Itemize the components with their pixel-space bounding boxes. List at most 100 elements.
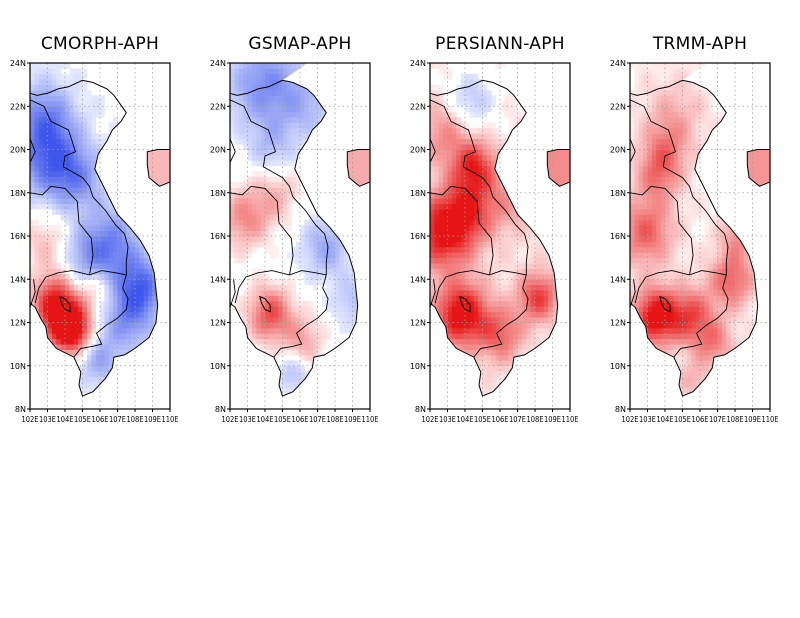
anomaly-cell (86, 360, 92, 367)
anomaly-cell (234, 246, 240, 253)
anomaly-cell (456, 263, 462, 269)
anomaly-cell (478, 154, 483, 161)
anomaly-cell (291, 187, 297, 194)
anomaly-cell (434, 295, 440, 302)
anomaly-cell (473, 246, 479, 253)
anomaly-cell (73, 79, 79, 86)
anomaly-cell (73, 327, 79, 334)
anomaly-cell (291, 311, 297, 318)
anomaly-cell (535, 317, 540, 323)
anomaly-cell (304, 241, 310, 248)
anomaly-cell (321, 273, 327, 280)
anomaly-cell (30, 127, 35, 134)
anomaly-cell (300, 122, 305, 129)
anomaly-cell (82, 306, 88, 313)
anomaly-cell (313, 306, 318, 313)
anomaly-cell (500, 225, 505, 231)
anomaly-cell (56, 268, 62, 275)
anomaly-cell (451, 171, 457, 177)
anomaly-cell (456, 138, 462, 145)
anomaly-cell (500, 257, 505, 264)
anomaly-cell (108, 365, 114, 372)
anomaly-cell (304, 344, 310, 350)
anomaly-cell (82, 365, 88, 372)
anomaly-cell (100, 371, 105, 377)
anomaly-cell (104, 236, 110, 242)
anomaly-cell (234, 236, 240, 242)
lat-tick-label: 20N (10, 146, 26, 155)
anomaly-cell (60, 198, 66, 204)
anomaly-cell (539, 300, 545, 307)
anomaly-cell (139, 273, 145, 280)
anomaly-cell (47, 68, 53, 75)
anomaly-cell (73, 154, 79, 161)
anomaly-cell (430, 106, 435, 113)
anomaly-cell (269, 225, 275, 231)
anomaly-cell (300, 263, 305, 269)
anomaly-cell (34, 268, 40, 275)
anomaly-cell (508, 252, 514, 259)
anomaly-cell (86, 263, 92, 269)
panel-title: PERSIANN-APH (435, 34, 565, 54)
anomaly-cell (278, 381, 283, 388)
anomaly-cell (447, 295, 453, 302)
anomaly-cell (135, 322, 140, 329)
anomaly-cell (117, 333, 123, 340)
anomaly-cell (517, 236, 523, 242)
anomaly-cell (486, 349, 492, 356)
anomaly-cell (148, 273, 153, 280)
anomaly-cell (469, 317, 475, 323)
anomaly-cell (482, 133, 488, 140)
anomaly-cell (139, 263, 145, 269)
anomaly-cell (43, 100, 48, 107)
anomaly-cell (491, 154, 497, 161)
anomaly-cell (539, 246, 545, 253)
anomaly-cell (247, 100, 253, 107)
anomaly-cell (317, 327, 323, 334)
anomaly-cell (135, 252, 140, 259)
anomaly-cell (321, 295, 327, 302)
anomaly-cell (304, 300, 310, 307)
anomaly-cell (143, 300, 149, 307)
anomaly-cell (278, 117, 283, 123)
anomaly-cell (443, 154, 448, 161)
anomaly-cell (91, 214, 97, 221)
anomaly-cell (34, 257, 40, 264)
anomaly-cell (73, 192, 79, 199)
anomaly-cell (465, 317, 470, 323)
anomaly-cell (34, 63, 40, 69)
anomaly-cell (251, 333, 257, 340)
anomaly-cell (486, 322, 492, 329)
anomaly-cell (51, 311, 57, 318)
anomaly-cell (456, 284, 462, 291)
anomaly-cell (82, 95, 88, 102)
anomaly-cell (91, 165, 97, 172)
anomaly-cell (295, 192, 301, 199)
anomaly-cell (265, 344, 270, 350)
anomaly-cell (30, 111, 35, 118)
anomaly-cell (43, 84, 48, 91)
anomaly-cell (117, 284, 123, 291)
anomaly-cell (486, 236, 492, 242)
anomaly-cell (234, 84, 240, 91)
anomaly-cell (69, 290, 75, 296)
anomaly-cell (478, 171, 483, 177)
anomaly-cell (95, 149, 101, 156)
anomaly-cell (256, 133, 262, 140)
anomaly-cell (234, 306, 240, 313)
anomaly-cell (282, 376, 288, 383)
anomaly-cell (82, 252, 88, 259)
anomaly-cell (447, 284, 453, 291)
anomaly-cell (126, 225, 132, 231)
anomaly-cell (230, 68, 235, 75)
anomaly-cell (73, 90, 79, 96)
anomaly-cell (295, 322, 301, 329)
anomaly-cell (34, 90, 40, 96)
anomaly-cell (321, 246, 327, 253)
anomaly-cell (304, 106, 310, 113)
anomaly-cell (56, 203, 62, 210)
anomaly-cell (117, 327, 123, 334)
anomaly-cell (108, 284, 114, 291)
anomaly-cell (51, 263, 57, 269)
anomaly-cell (517, 263, 523, 269)
